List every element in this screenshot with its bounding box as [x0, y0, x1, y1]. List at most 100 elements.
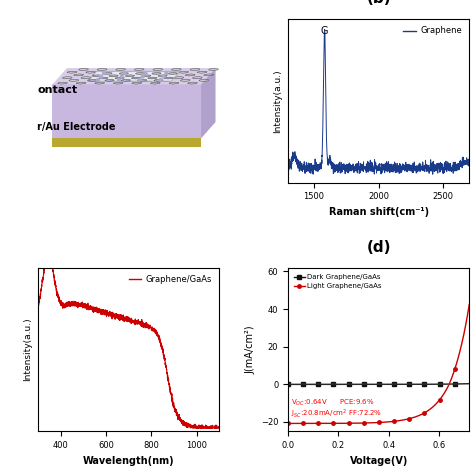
Polygon shape	[95, 82, 105, 84]
Legend: Graphene/GaAs: Graphene/GaAs	[125, 272, 215, 288]
Polygon shape	[118, 77, 128, 79]
Polygon shape	[137, 77, 146, 79]
Polygon shape	[180, 80, 190, 82]
Polygon shape	[88, 80, 97, 82]
Circle shape	[141, 75, 144, 78]
Text: J$_{SC}$:20.8mA/cm$^2$ FF:72.2%: J$_{SC}$:20.8mA/cm$^2$ FF:72.2%	[291, 408, 382, 420]
Polygon shape	[174, 77, 184, 79]
X-axis label: Raman shift(cm⁻¹): Raman shift(cm⁻¹)	[328, 207, 428, 217]
Polygon shape	[53, 84, 201, 138]
Polygon shape	[190, 68, 200, 71]
Polygon shape	[123, 71, 133, 73]
Polygon shape	[192, 77, 202, 79]
Polygon shape	[89, 80, 98, 81]
Y-axis label: Intensity(a.u.): Intensity(a.u.)	[273, 69, 283, 133]
Light Graphene/GaAs	[449, 374, 455, 379]
Polygon shape	[74, 74, 83, 76]
Polygon shape	[88, 71, 180, 81]
Circle shape	[159, 79, 162, 81]
Polygon shape	[166, 74, 176, 76]
Polygon shape	[179, 71, 189, 73]
Dark Graphene/GaAs	[396, 382, 402, 387]
Polygon shape	[152, 73, 161, 74]
X-axis label: Wavelength(nm): Wavelength(nm)	[83, 456, 174, 465]
Polygon shape	[134, 68, 144, 71]
Polygon shape	[57, 82, 67, 84]
Polygon shape	[86, 71, 96, 73]
Legend: Dark Graphene/GaAs, Light Graphene/GaAs: Dark Graphene/GaAs, Light Graphene/GaAs	[292, 271, 385, 292]
Polygon shape	[76, 82, 86, 84]
Polygon shape	[115, 77, 124, 79]
Text: (d): (d)	[366, 239, 391, 255]
Polygon shape	[153, 68, 163, 71]
Polygon shape	[160, 71, 170, 73]
Polygon shape	[121, 80, 130, 81]
Polygon shape	[188, 82, 198, 84]
Dark Graphene/GaAs	[449, 381, 455, 387]
Polygon shape	[105, 80, 114, 81]
Polygon shape	[136, 73, 145, 74]
Polygon shape	[155, 77, 165, 79]
Polygon shape	[125, 80, 135, 82]
Light Graphene/GaAs	[466, 301, 472, 307]
Circle shape	[162, 75, 165, 78]
Polygon shape	[104, 71, 114, 73]
Dark Graphene/GaAs	[438, 382, 444, 387]
Polygon shape	[204, 74, 214, 76]
Dark Graphene/GaAs	[466, 381, 472, 386]
Polygon shape	[154, 80, 163, 81]
Dark Graphene/GaAs	[392, 382, 398, 387]
Polygon shape	[158, 75, 167, 77]
Legend: Graphene: Graphene	[400, 23, 465, 39]
X-axis label: Voltage(V): Voltage(V)	[349, 456, 408, 465]
Light Graphene/GaAs	[286, 420, 292, 426]
Light Graphene/GaAs	[438, 395, 444, 401]
Polygon shape	[116, 68, 126, 71]
Y-axis label: J(mA/cm²): J(mA/cm²)	[245, 325, 255, 374]
Polygon shape	[148, 74, 158, 76]
Light Graphene/GaAs	[392, 419, 398, 424]
Text: r/Au Electrode: r/Au Electrode	[37, 122, 116, 132]
Polygon shape	[53, 138, 201, 146]
Text: ontact: ontact	[37, 84, 77, 95]
Polygon shape	[148, 77, 157, 79]
Circle shape	[100, 75, 102, 78]
Polygon shape	[106, 80, 116, 82]
Polygon shape	[199, 80, 209, 82]
Circle shape	[120, 75, 123, 78]
Circle shape	[123, 72, 126, 74]
Polygon shape	[111, 74, 121, 76]
Y-axis label: Intensity(a.u.): Intensity(a.u.)	[23, 318, 32, 381]
Polygon shape	[109, 75, 118, 77]
Polygon shape	[150, 82, 160, 84]
Dark Graphene/GaAs	[285, 382, 291, 387]
Polygon shape	[53, 68, 216, 84]
Polygon shape	[79, 68, 89, 71]
Polygon shape	[99, 77, 108, 79]
Polygon shape	[137, 80, 147, 81]
Light Graphene/GaAs	[396, 418, 402, 424]
Polygon shape	[132, 82, 142, 84]
Polygon shape	[209, 68, 219, 71]
Polygon shape	[142, 71, 151, 73]
Polygon shape	[67, 71, 77, 73]
Polygon shape	[69, 80, 79, 82]
Polygon shape	[63, 77, 72, 79]
Polygon shape	[129, 74, 139, 76]
Circle shape	[102, 72, 105, 74]
Polygon shape	[142, 75, 151, 77]
Dark Graphene/GaAs	[286, 382, 292, 387]
Polygon shape	[185, 74, 195, 76]
Polygon shape	[103, 73, 112, 74]
Polygon shape	[162, 80, 172, 82]
Line: Light Graphene/GaAs: Light Graphene/GaAs	[286, 303, 471, 425]
Polygon shape	[143, 80, 153, 82]
Polygon shape	[169, 82, 179, 84]
Light Graphene/GaAs	[285, 420, 291, 426]
Text: G: G	[321, 26, 328, 36]
Polygon shape	[113, 82, 123, 84]
Polygon shape	[97, 68, 107, 71]
Circle shape	[165, 72, 168, 74]
Polygon shape	[164, 77, 173, 79]
Polygon shape	[119, 73, 128, 74]
